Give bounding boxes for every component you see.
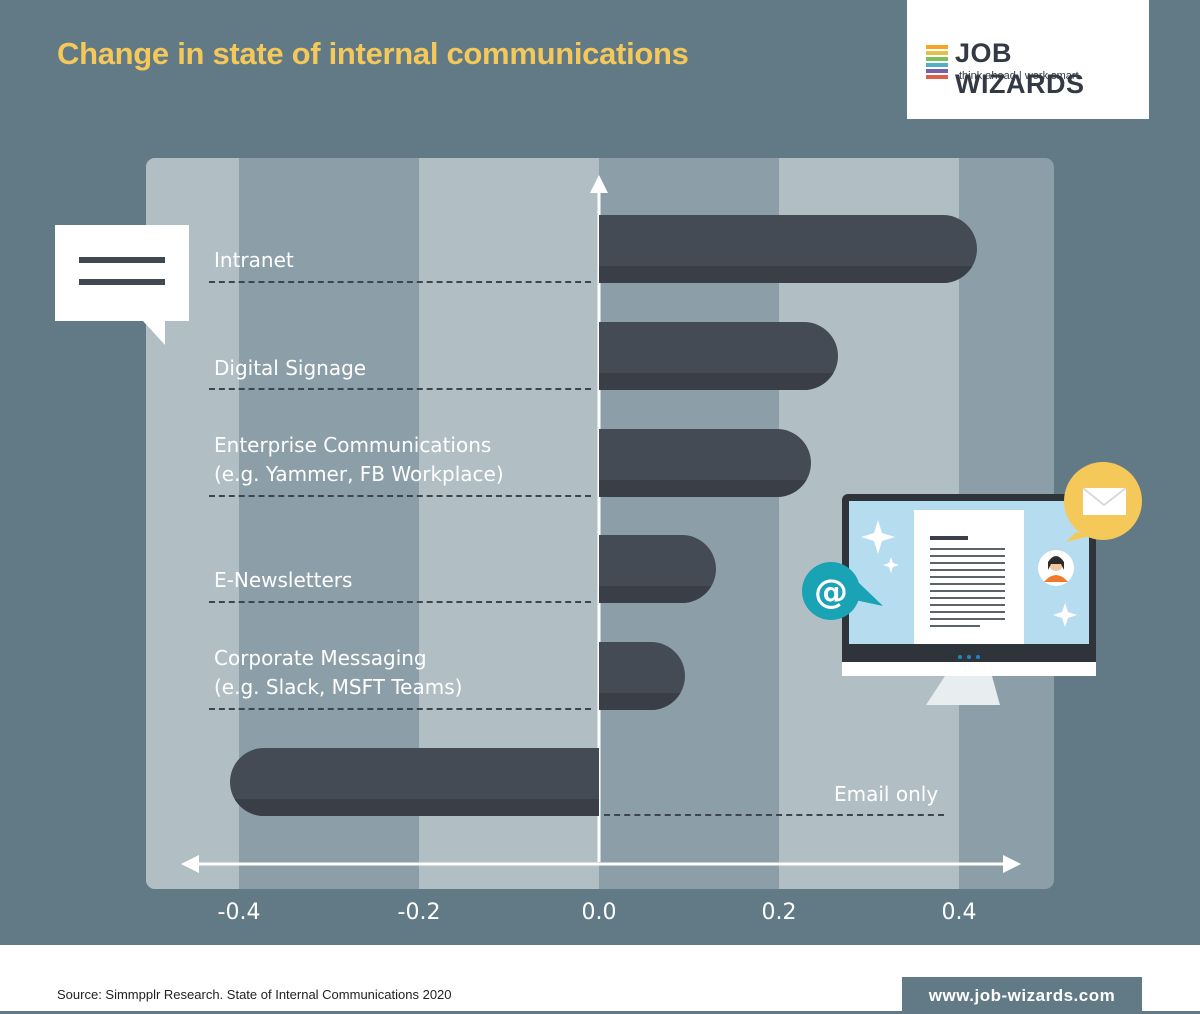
category-label-line: Email only <box>834 782 939 806</box>
category-label-line: Intranet <box>214 248 294 272</box>
logo-stripes-icon <box>926 45 948 81</box>
leader-line <box>209 388 591 390</box>
logo-name: JOB WIZARDS <box>955 38 1085 99</box>
category-label-line: (e.g. Slack, MSFT Teams) <box>214 675 463 699</box>
bar <box>599 429 811 497</box>
monitor-icon: @ <box>802 462 1142 705</box>
speech-bubble-icon <box>55 225 189 345</box>
bar <box>230 748 599 816</box>
logo: JOB WIZARDS think ahead | work smart <box>907 0 1149 119</box>
x-tick-label: 0.2 <box>761 900 797 925</box>
category-label: Email only <box>834 780 938 809</box>
leader-line <box>209 495 591 497</box>
website-link[interactable]: www.job-wizards.com <box>902 977 1142 1014</box>
source-note: Source: Simmpplr Research. State of Inte… <box>57 987 452 1002</box>
at-sign-icon: @ <box>802 562 883 620</box>
category-label: Digital Signage <box>214 354 366 383</box>
category-label-line: Enterprise Communications <box>214 433 492 457</box>
leader-line <box>209 708 591 710</box>
footer-divider <box>0 1011 1200 1014</box>
x-tick-label: 0.0 <box>581 900 617 925</box>
logo-stripe <box>926 75 948 79</box>
bar <box>599 322 838 390</box>
avatar-icon <box>1038 550 1074 586</box>
x-tick-label: 0.4 <box>941 900 977 925</box>
page-title: Change in state of internal communicatio… <box>57 36 689 71</box>
logo-tagline: think ahead | work smart <box>959 70 1079 82</box>
category-label-line: (e.g. Yammer, FB Workplace) <box>214 462 504 486</box>
logo-stripe <box>926 51 948 55</box>
svg-text:@: @ <box>814 572 848 612</box>
category-label-line: Digital Signage <box>214 356 367 380</box>
category-label-line: E-Newsletters <box>214 568 353 592</box>
chart-plot <box>181 175 1021 873</box>
category-label: Intranet <box>214 246 294 275</box>
bar <box>599 535 716 603</box>
logo-stripe <box>926 45 948 49</box>
logo-stripe <box>926 69 948 73</box>
category-label: E-Newsletters <box>214 566 352 595</box>
leader-line <box>209 601 591 603</box>
logo-stripe <box>926 63 948 67</box>
email-icon <box>1064 462 1142 542</box>
category-label: Enterprise Communications (e.g. Yammer, F… <box>214 431 504 489</box>
x-tick-label: -0.4 <box>217 900 261 925</box>
logo-stripe <box>926 57 948 61</box>
bar <box>599 215 977 283</box>
bar <box>599 642 685 710</box>
category-label-line: Corporate Messaging <box>214 646 427 670</box>
leader-line <box>209 281 591 283</box>
leader-line <box>604 814 944 816</box>
sparkle-icon <box>861 520 1077 627</box>
x-tick-label: -0.2 <box>397 900 441 925</box>
category-label: Corporate Messaging (e.g. Slack, MSFT Tea… <box>214 644 462 702</box>
